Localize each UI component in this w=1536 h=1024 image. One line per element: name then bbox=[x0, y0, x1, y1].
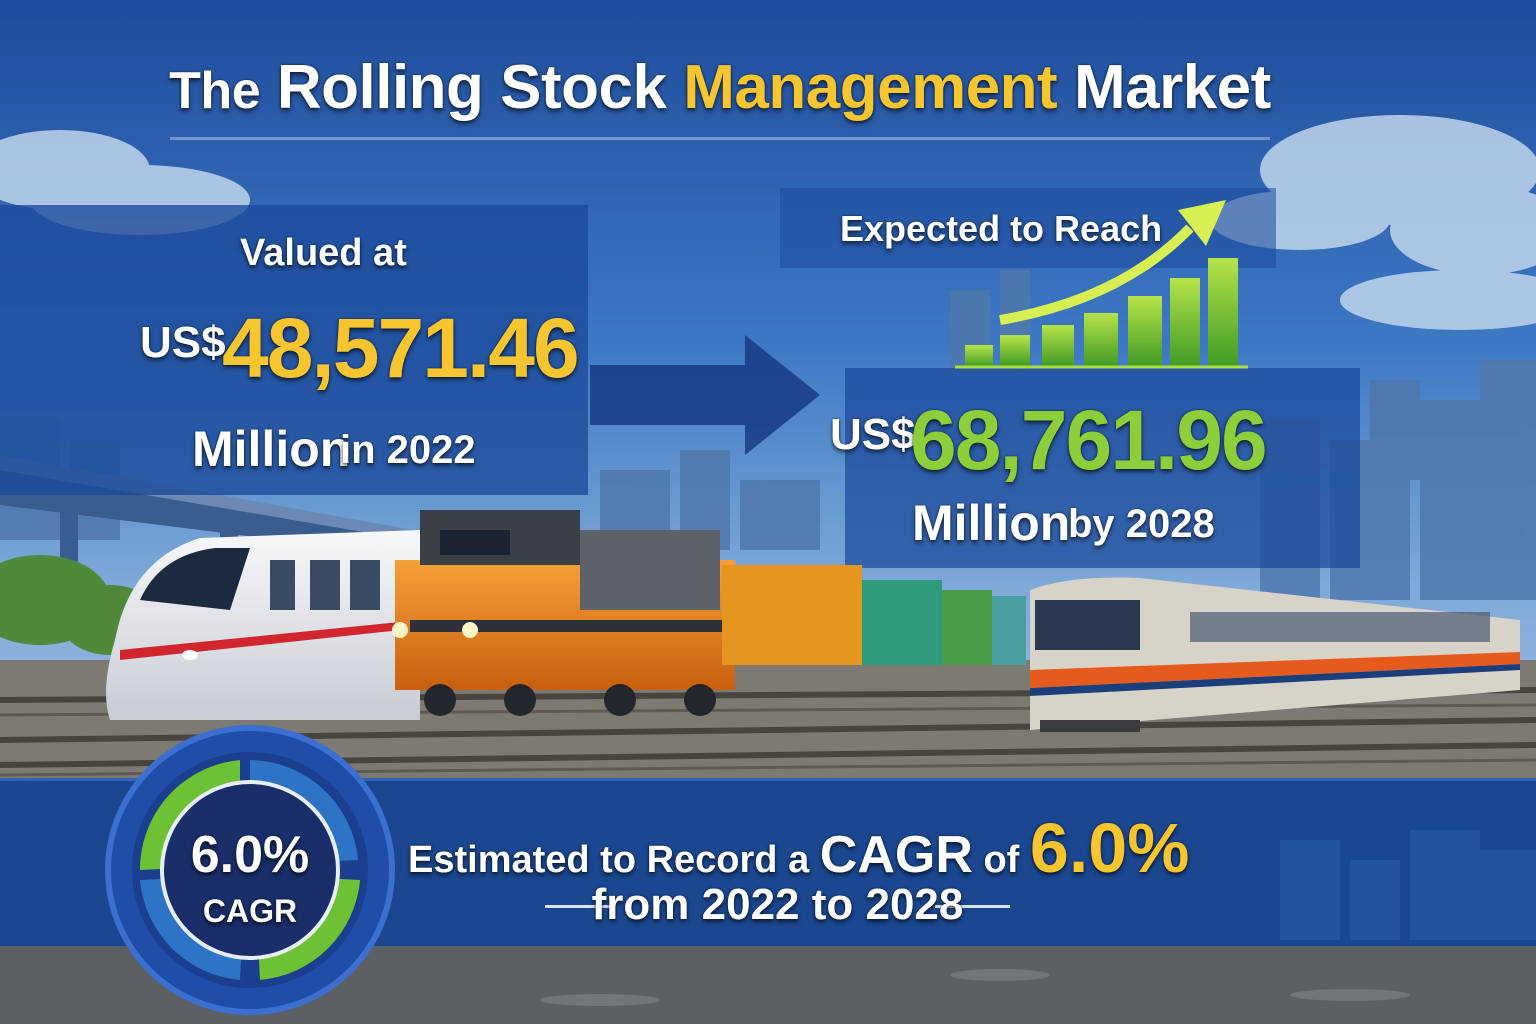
cagr-caption-line1: Estimated to Record a CAGR of 6.0% bbox=[408, 808, 1189, 888]
left-unit: Million bbox=[192, 421, 351, 477]
title-word-rolling-stock: Rolling Stock bbox=[276, 53, 667, 122]
caption-cagr-value: 6.0% bbox=[1029, 809, 1190, 887]
cagr-caption-line2: from 2022 to 2028 bbox=[591, 880, 964, 929]
freight-cars bbox=[722, 565, 1026, 665]
badge-cagr-label: CAGR bbox=[202, 893, 298, 929]
badge-cagr-value: 6.0% bbox=[190, 826, 310, 884]
arrow-right-icon bbox=[590, 335, 820, 455]
caption-cagr-word: CAGR bbox=[819, 826, 973, 884]
growth-bars-icon bbox=[955, 258, 1248, 369]
left-currency: US$ bbox=[140, 318, 226, 367]
valued-at-label: Valued at bbox=[240, 232, 407, 274]
caption-part1: Estimated to Record a bbox=[408, 839, 810, 881]
bullet-train bbox=[106, 530, 420, 720]
left-value: 48,571.46 bbox=[222, 301, 580, 395]
title-word-management: Management bbox=[683, 53, 1058, 122]
commuter-train bbox=[1030, 577, 1520, 732]
title-word-market: Market bbox=[1073, 53, 1271, 122]
cagr-badge-ring bbox=[105, 725, 395, 1015]
right-unit: Million bbox=[912, 495, 1071, 551]
page-title: The Rolling Stock Management Market bbox=[0, 52, 1440, 123]
right-value: 68,761.96 bbox=[910, 393, 1268, 487]
growth-arrow-icon bbox=[999, 200, 1226, 325]
caption-of: of bbox=[983, 839, 1020, 881]
left-year-suffix: in 2022 bbox=[340, 428, 476, 472]
title-word-the: The bbox=[169, 62, 261, 120]
freight-locomotive bbox=[392, 510, 735, 716]
right-year-suffix: by 2028 bbox=[1068, 502, 1215, 546]
expected-label: Expected to Reach bbox=[840, 208, 1163, 249]
right-currency: US$ bbox=[830, 410, 916, 459]
